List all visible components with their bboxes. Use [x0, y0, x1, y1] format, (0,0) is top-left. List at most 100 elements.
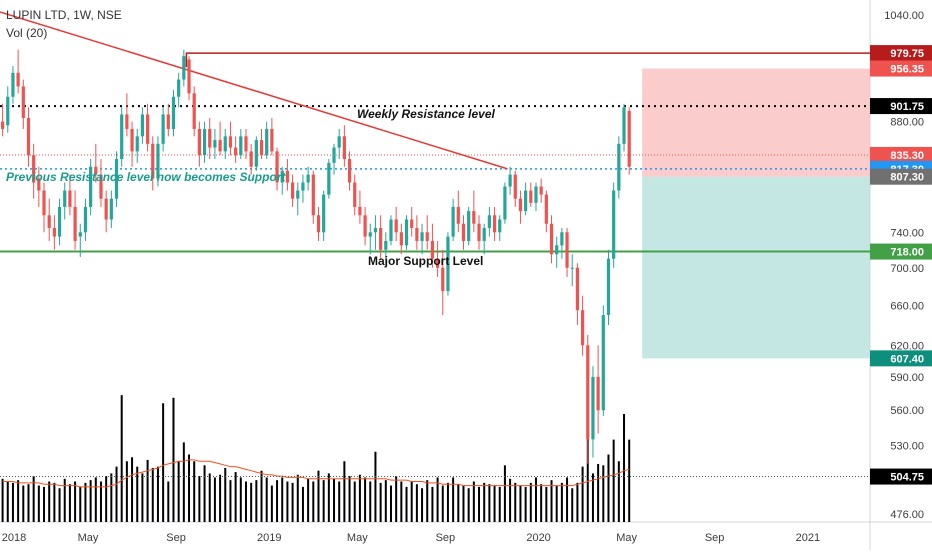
previous-resistance-label[interactable]: Previous Resistance level now becomes Su…	[6, 170, 286, 184]
symbol-title[interactable]: LUPIN LTD, 1W, NSE	[6, 8, 122, 22]
price-tag[interactable]	[870, 60, 932, 77]
descending-trendline[interactable]	[0, 11, 508, 170]
candle-body	[145, 114, 150, 144]
candle-body	[508, 174, 512, 187]
weekly-resistance-label[interactable]: Weekly Resistance level	[357, 107, 496, 121]
candle-body	[596, 376, 600, 411]
candle-body	[21, 86, 25, 119]
candle-body	[244, 136, 248, 152]
candle-body	[477, 223, 481, 241]
price-tag[interactable]	[870, 168, 932, 185]
candle-body	[290, 182, 295, 199]
candle-body	[57, 206, 62, 237]
candle-body	[135, 136, 139, 152]
candle-body	[285, 170, 290, 183]
candle-body	[410, 219, 414, 228]
candle-body	[280, 170, 284, 183]
candle-body	[99, 174, 103, 199]
price-tag-label: 956.35	[890, 64, 924, 76]
candle-body	[275, 151, 279, 183]
candle-body	[0, 121, 5, 129]
time-tick-label: May	[78, 532, 99, 544]
candle-body	[78, 232, 82, 237]
candle-body	[182, 56, 186, 80]
candle-body	[627, 110, 631, 167]
time-tick-label: 2020	[526, 532, 550, 544]
price-tag-label: 718.00	[890, 247, 924, 259]
candle-body	[451, 206, 455, 237]
candle-body	[177, 79, 181, 97]
price-tag[interactable]	[870, 98, 932, 115]
candle-body	[234, 147, 238, 156]
candle-body	[239, 136, 243, 156]
candle-body	[332, 147, 336, 163]
candle-body	[456, 206, 460, 224]
time-tick-label: 2021	[796, 532, 820, 544]
candle-body	[296, 190, 300, 199]
candle-body	[306, 174, 310, 183]
candle-body	[570, 267, 574, 269]
time-tick-label: Sep	[705, 532, 725, 544]
candle-body	[606, 258, 611, 316]
candle-body	[622, 107, 626, 144]
candle-body	[441, 267, 445, 291]
candle-body	[363, 215, 367, 237]
major-support-label[interactable]: Major Support Level	[368, 254, 483, 268]
candle-body	[311, 174, 315, 216]
candle-body	[16, 72, 20, 87]
candle-body	[430, 240, 435, 259]
candle-body	[601, 315, 605, 411]
price-tick-label: 880.00	[890, 117, 924, 129]
price-tick-label: 700.00	[890, 263, 924, 275]
candle-body	[104, 198, 108, 220]
candle-body	[368, 232, 372, 237]
price-tag-label: 504.75	[890, 472, 924, 484]
candle-body	[446, 236, 450, 291]
candle-body	[337, 136, 341, 148]
candle-body	[384, 240, 388, 250]
candle-body	[435, 258, 440, 268]
candle-body	[529, 190, 533, 203]
candle-body	[187, 59, 191, 94]
resistance-box-line[interactable]	[185, 52, 870, 68]
candle-body	[612, 190, 616, 259]
time-tick-label: Sep	[436, 532, 456, 544]
candle-body	[565, 232, 569, 268]
price-tag[interactable]	[870, 45, 932, 62]
candle-body	[467, 211, 471, 241]
candle-body	[192, 93, 196, 129]
price-tag[interactable]	[870, 243, 932, 260]
price-tag-label: 835.30	[890, 150, 924, 162]
candle-body	[503, 186, 507, 220]
price-tag-label: 901.75	[890, 101, 924, 113]
time-tick-label: May	[347, 532, 368, 544]
candle-body	[32, 155, 36, 183]
candle-body	[487, 215, 491, 228]
candle-body	[586, 345, 590, 440]
candle-body	[83, 206, 88, 233]
stop-loss-zone[interactable]	[642, 68, 870, 177]
profit-target-zone[interactable]	[642, 176, 870, 359]
price-tick-label: 530.00	[890, 440, 924, 452]
price-tag[interactable]	[870, 468, 932, 485]
candle-body	[52, 227, 56, 237]
candle-body	[379, 227, 383, 250]
price-tick-label: 560.00	[890, 405, 924, 417]
candle-body	[373, 227, 378, 233]
candle-body	[404, 219, 409, 246]
candle-body	[498, 219, 502, 233]
candle-body	[575, 267, 580, 311]
price-tag[interactable]	[870, 350, 932, 367]
candle-body	[63, 190, 67, 207]
candle-body	[347, 159, 352, 183]
candle-body	[249, 151, 253, 167]
candle-body	[109, 198, 113, 220]
candle-body	[549, 223, 554, 255]
candle-body	[461, 223, 466, 241]
candle-body	[492, 215, 497, 233]
price-tag[interactable]	[870, 146, 932, 163]
candle-body	[6, 96, 10, 126]
volume-indicator-title[interactable]: Vol (20)	[6, 26, 48, 40]
